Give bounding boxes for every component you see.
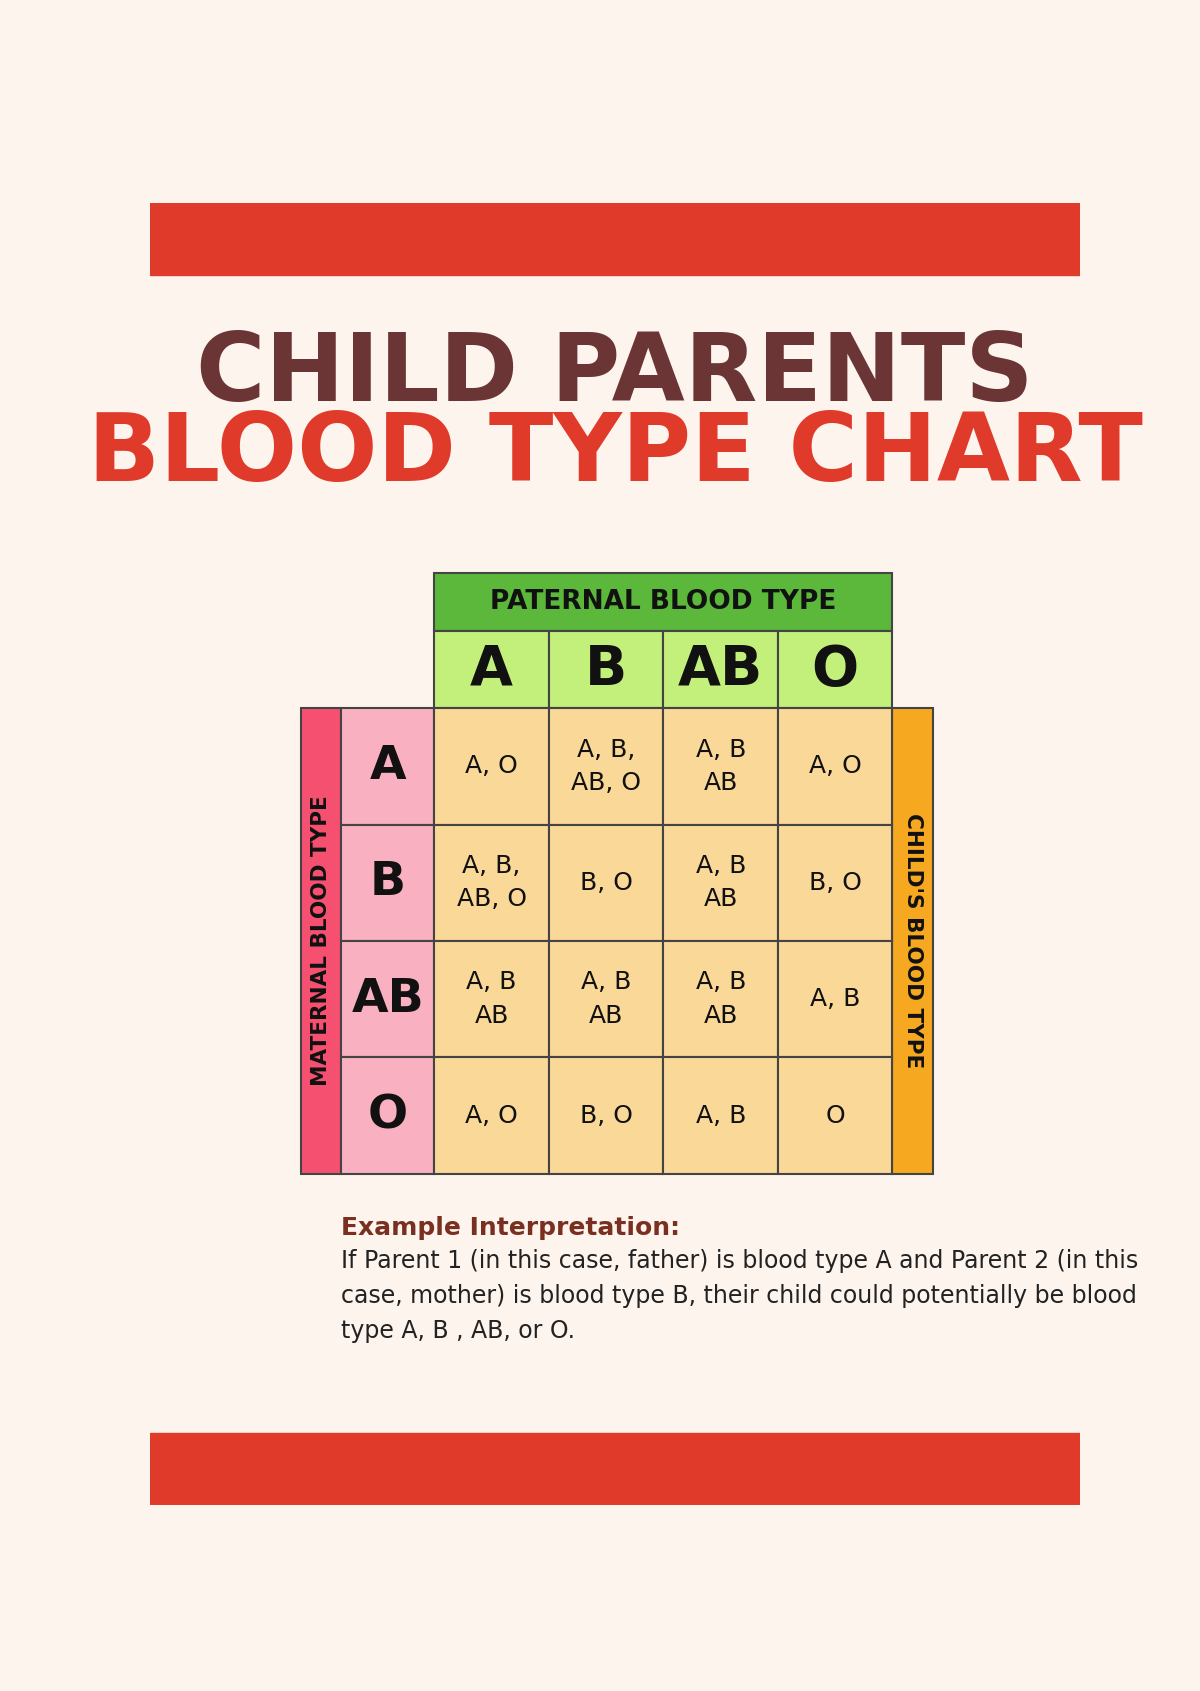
- Text: A, B: A, B: [696, 1104, 746, 1128]
- Bar: [548, 631, 664, 709]
- Text: PATERNAL BLOOD TYPE: PATERNAL BLOOD TYPE: [491, 588, 836, 616]
- Text: O: O: [811, 643, 859, 697]
- Text: If Parent 1 (in this case, father) is blood type A and Parent 2 (in this
case, m: If Parent 1 (in this case, father) is bl…: [342, 1248, 1139, 1343]
- Text: AB: AB: [352, 977, 425, 1021]
- Text: CHILD PARENTS: CHILD PARENTS: [197, 328, 1033, 421]
- Bar: [548, 825, 664, 940]
- Text: A, O: A, O: [466, 754, 518, 778]
- Bar: [778, 709, 893, 825]
- Text: B, O: B, O: [809, 871, 862, 895]
- Text: A, B
AB: A, B AB: [696, 854, 746, 911]
- Bar: [342, 940, 434, 1057]
- Bar: [548, 1057, 664, 1174]
- Text: A: A: [470, 643, 514, 697]
- Text: A, B
AB: A, B AB: [581, 971, 631, 1028]
- Text: A, B
AB: A, B AB: [696, 737, 746, 795]
- Bar: [434, 825, 548, 940]
- Text: A, B
AB: A, B AB: [696, 971, 746, 1028]
- Text: B, O: B, O: [580, 1104, 632, 1128]
- Bar: [434, 573, 893, 631]
- Text: O: O: [368, 1092, 408, 1138]
- Text: A, B,
AB, O: A, B, AB, O: [571, 737, 641, 795]
- Bar: [664, 825, 778, 940]
- Text: MATERNAL BLOOD TYPE: MATERNAL BLOOD TYPE: [311, 795, 331, 1086]
- Text: O: O: [826, 1104, 845, 1128]
- Bar: [893, 709, 932, 1174]
- Text: A, B,
AB, O: A, B, AB, O: [457, 854, 527, 911]
- Text: A, O: A, O: [809, 754, 862, 778]
- Text: A, O: A, O: [466, 1104, 518, 1128]
- Bar: [342, 825, 434, 940]
- Text: B: B: [370, 861, 406, 905]
- Text: BLOOD TYPE CHART: BLOOD TYPE CHART: [88, 409, 1142, 502]
- Text: B: B: [586, 643, 628, 697]
- Bar: [150, 203, 1080, 274]
- Bar: [434, 940, 548, 1057]
- Bar: [301, 709, 342, 1174]
- Text: AB: AB: [678, 643, 763, 697]
- Bar: [434, 1057, 548, 1174]
- Bar: [548, 940, 664, 1057]
- Text: Example Interpretation:: Example Interpretation:: [342, 1216, 680, 1240]
- Bar: [342, 709, 434, 825]
- Text: A, B
AB: A, B AB: [467, 971, 517, 1028]
- Bar: [778, 825, 893, 940]
- Bar: [434, 709, 548, 825]
- Text: A, B: A, B: [810, 988, 860, 1011]
- Bar: [548, 709, 664, 825]
- Bar: [778, 940, 893, 1057]
- Bar: [664, 1057, 778, 1174]
- Bar: [434, 631, 548, 709]
- Bar: [150, 1434, 1080, 1505]
- Bar: [778, 1057, 893, 1174]
- Bar: [664, 709, 778, 825]
- Text: CHILD'S BLOOD TYPE: CHILD'S BLOOD TYPE: [902, 813, 923, 1069]
- Text: B, O: B, O: [580, 871, 632, 895]
- Text: A: A: [370, 744, 407, 788]
- Bar: [664, 940, 778, 1057]
- Bar: [342, 1057, 434, 1174]
- Bar: [664, 631, 778, 709]
- Bar: [778, 631, 893, 709]
